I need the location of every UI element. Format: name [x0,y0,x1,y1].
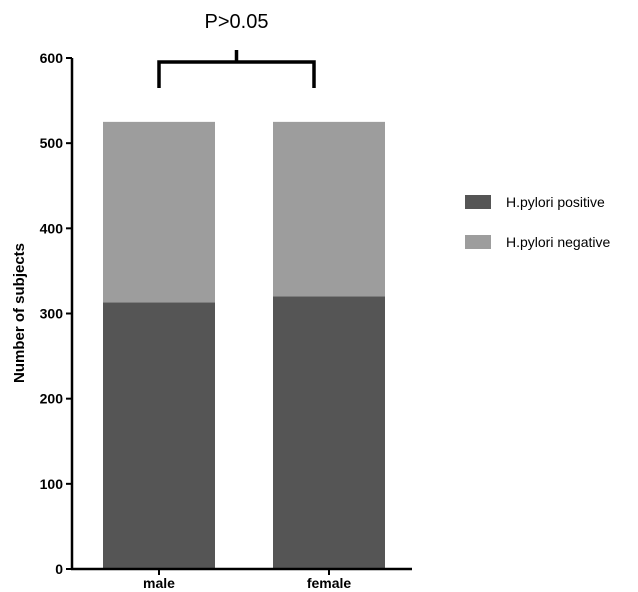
legend-swatch-negative [465,235,491,249]
bar-male-negative [103,121,215,303]
axes [66,57,412,575]
y-tick-label: 200 [40,391,64,407]
x-tick-label-female: female [307,575,352,591]
bars-layer [103,121,385,569]
legend-swatch-positive [465,195,491,209]
y-tick-labels: 0 100 200 300 400 500 600 [40,50,64,577]
legend: H.pylori positive H.pylori negative [465,194,610,250]
y-tick-label: 400 [40,220,64,236]
y-axis-title: Number of subjects [11,243,28,383]
y-tick-label: 100 [40,476,64,492]
bar-female-negative [273,121,385,297]
y-tick-label: 500 [40,135,64,151]
x-tick-label-male: male [143,575,175,591]
y-tick-label: 0 [55,561,63,577]
y-tick-label: 600 [40,50,64,66]
bar-female-positive [273,296,385,569]
legend-label-positive: H.pylori positive [506,194,605,210]
significance-label: P>0.05 [205,11,269,33]
x-tick-labels: male female [143,575,351,591]
legend-label-negative: H.pylori negative [506,234,610,250]
significance-annotation: P>0.05 [157,11,316,88]
bar-male-positive [103,302,215,569]
y-tick-label: 300 [40,306,64,322]
significance-bracket [157,50,316,88]
